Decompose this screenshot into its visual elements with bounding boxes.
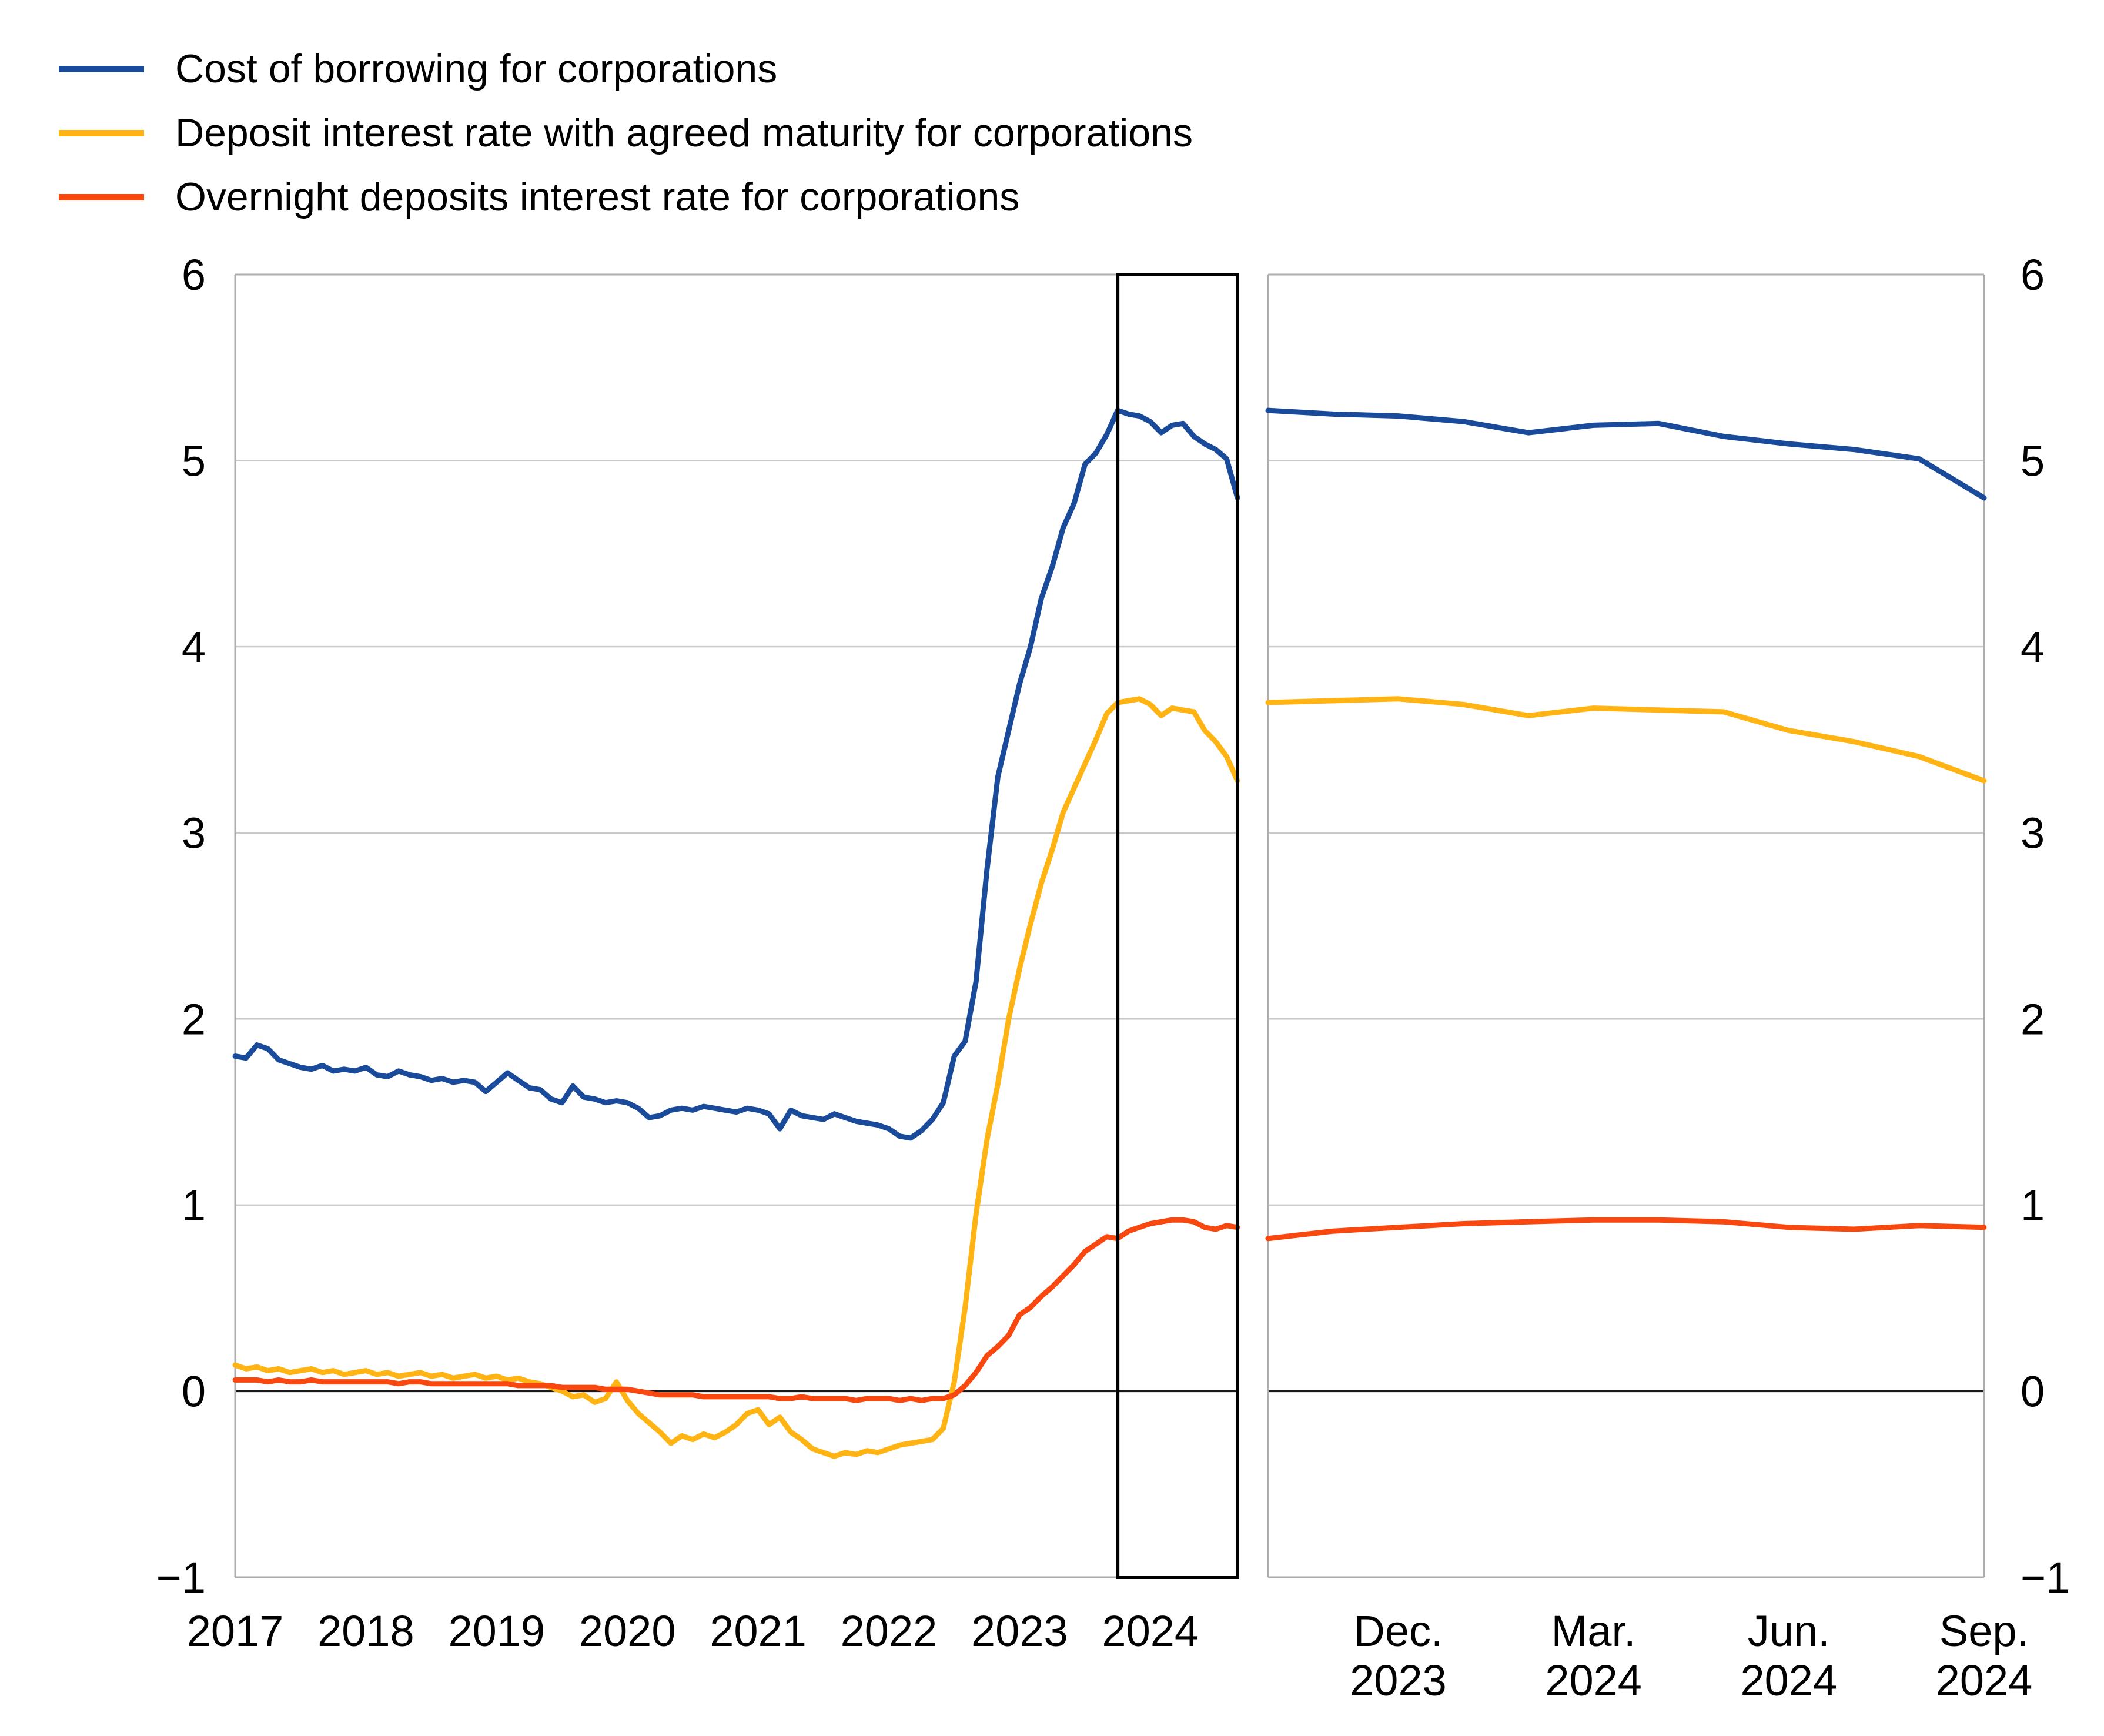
y-tick-label-right: 3 <box>2021 809 2045 858</box>
y-tick-label-left: 2 <box>182 995 206 1043</box>
y-tick-label-left: 6 <box>182 250 206 299</box>
x-tick-label: Mar. <box>1551 1607 1636 1655</box>
y-tick-label-right: 2 <box>2021 995 2045 1043</box>
legend-item-overnight-deposits: Overnight deposits interest rate for cor… <box>59 173 1193 221</box>
y-tick-label-right: 6 <box>2021 250 2045 299</box>
y-tick-label-right: 5 <box>2021 437 2045 486</box>
x-tick-label: 2023 <box>971 1607 1068 1655</box>
series-line-cost-of-borrowing-for-corporations <box>1265 407 1987 501</box>
y-tick-label-right: 1 <box>2021 1181 2045 1230</box>
x-tick-label: 2022 <box>841 1607 938 1655</box>
x-tick-label: 2018 <box>317 1607 414 1655</box>
legend-label-deposit-agreed-maturity: Deposit interest rate with agreed maturi… <box>175 111 1193 155</box>
legend-item-cost-of-borrowing: Cost of borrowing for corporations <box>59 45 1193 93</box>
x-tick-label: Jun. <box>1748 1607 1830 1655</box>
y-tick-label-right: −1 <box>2021 1553 2070 1602</box>
y-tick-label-left: 3 <box>182 809 206 858</box>
x-tick-label: 2024 <box>1545 1656 1642 1705</box>
series-line-deposit-interest-rate-with-agreed-maturi <box>232 696 1240 1459</box>
x-tick-label: 2020 <box>579 1607 676 1655</box>
x-tick-label: 2024 <box>1936 1656 2033 1705</box>
x-tick-label: Sep. <box>1939 1607 2029 1655</box>
x-tick-label: 2017 <box>187 1607 284 1655</box>
x-tick-label: 2019 <box>448 1607 545 1655</box>
legend: Cost of borrowing for corporations Depos… <box>59 45 1193 237</box>
y-tick-label-right: 0 <box>2021 1367 2045 1416</box>
x-tick-label: 2024 <box>1741 1656 1838 1705</box>
y-tick-label-left: 4 <box>182 623 206 671</box>
y-tick-label-left: 1 <box>182 1181 206 1230</box>
legend-swatch-red-line <box>59 193 144 200</box>
legend-label-overnight-deposits: Overnight deposits interest rate for cor… <box>175 175 1020 219</box>
legend-swatch-blue-line <box>59 65 144 72</box>
series-line-cost-of-borrowing-for-corporations <box>232 407 1240 1141</box>
x-tick-label: Dec. <box>1353 1607 1443 1655</box>
y-tick-label-right: 4 <box>2021 623 2045 671</box>
legend-item-deposit-agreed-maturity: Deposit interest rate with agreed maturi… <box>59 109 1193 157</box>
legend-swatch-yellow-line <box>59 129 144 136</box>
highlight-box <box>1116 273 1240 1579</box>
series-line-overnight-deposits-interest-rate-for-cor <box>232 1217 1240 1403</box>
series-line-overnight-deposits-interest-rate-for-cor <box>1265 1217 1987 1242</box>
x-tick-label: 2021 <box>710 1607 807 1655</box>
y-tick-label-left: −1 <box>156 1553 206 1602</box>
series-line-deposit-interest-rate-with-agreed-maturi <box>1265 696 1987 784</box>
legend-label-cost-of-borrowing: Cost of borrowing for corporations <box>175 46 778 91</box>
y-tick-label-left: 5 <box>182 437 206 486</box>
x-tick-label: 2023 <box>1350 1656 1447 1705</box>
y-tick-label-left: 0 <box>182 1367 206 1416</box>
x-tick-label: 2024 <box>1102 1607 1199 1655</box>
